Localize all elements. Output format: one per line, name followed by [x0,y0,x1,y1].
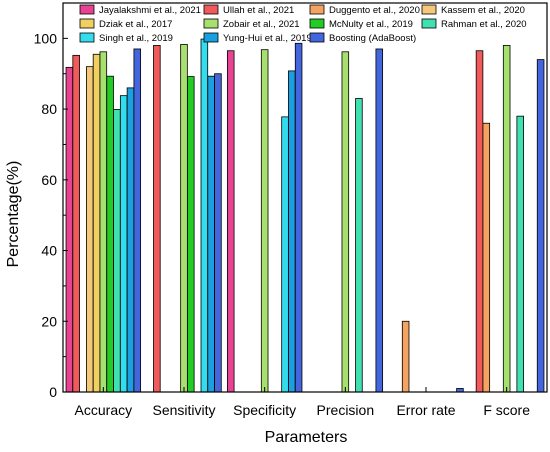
bar [180,43,188,393]
x-tick-label: Accuracy [75,402,133,418]
bar [375,48,384,393]
bar [72,54,80,393]
bar [126,87,135,393]
legend-swatch [79,18,95,29]
legend-label: Jayalakshmi et al., 2021 [99,5,201,16]
legend-label: Boosting (AdaBoost) [329,33,416,44]
bar [86,66,94,393]
bar [536,59,545,393]
ticks-layer: 0 20 40 60 80 100 Accuracy Sensitivity Specifici… [34,30,531,418]
legend-item: Kassem et al., 2020 [421,4,525,16]
axes-layer [62,2,548,393]
legend-label: Dziak et al., 2017 [99,19,172,30]
legend-item: Yung-Hui et al., 2019 [203,32,312,44]
bar [281,116,289,393]
legend-swatch [79,32,95,43]
y-tick-label: 80 [41,101,57,117]
bar [294,42,303,393]
y-tick-label: 100 [34,30,58,46]
bar [200,38,209,393]
x-tick-label: F score [483,402,530,418]
legend-swatch [203,18,219,29]
legend-label: Kassem et al., 2020 [441,5,525,16]
legend: Jayalakshmi et al., 2021 Ullah et al., 20… [79,4,527,44]
legend-item: Zobair et al., 2021 [203,18,300,30]
bar [106,75,114,393]
legend-item: McNulty et al., 2019 [309,18,413,30]
bar [355,98,363,393]
legend-item: Singh et al., 2019 [79,32,173,44]
bar [482,122,491,393]
legend-label: Singh et al., 2019 [99,33,173,44]
legend-swatch [309,32,325,43]
bar [502,45,511,393]
x-tick-label: Error rate [396,402,455,418]
legend-item: Jayalakshmi et al., 2021 [79,4,201,16]
bar [288,70,296,393]
bar [99,51,108,393]
legend-swatch [421,18,437,29]
bar [226,50,235,393]
y-tick-label: 40 [41,243,57,259]
legend-item: Rahman et al., 2020 [421,18,527,30]
x-tick-label: Precision [317,402,375,418]
legend-label: Ullah et al., 2021 [223,5,294,16]
bar [187,76,195,393]
bar [113,109,121,393]
bar [92,53,101,393]
y-tick-label: 20 [41,313,57,329]
legend-item: Boosting (AdaBoost) [309,32,416,44]
bar [65,66,74,393]
legend-label: Duggento et al., 2020 [329,5,420,16]
bars-layer [65,38,545,393]
legend-label: Zobair et al., 2021 [223,19,300,30]
bar [133,48,142,393]
y-tick-label: 0 [49,384,57,400]
bar [341,51,350,393]
bar [153,45,161,393]
y-axis-title: Percentage(%) [5,161,22,268]
x-axis-title: Parameters [265,429,348,446]
bar [475,50,484,393]
legend-label: Rahman et al., 2020 [441,19,527,30]
legend-swatch [421,4,437,15]
legend-swatch [203,32,219,43]
x-tick-label: Specificity [233,402,296,418]
bar [516,115,524,393]
legend-swatch [309,18,325,29]
legend-item: Dziak et al., 2017 [79,18,172,30]
legend-swatch [309,4,325,15]
bar [260,49,269,393]
y-tick-label: 60 [41,172,57,188]
legend-label: Yung-Hui et al., 2019 [223,33,312,44]
legend-item: Duggento et al., 2020 [309,4,420,16]
bar [401,320,410,393]
legend-label: McNulty et al., 2019 [329,19,413,30]
legend-swatch [203,4,219,15]
plot-frame [62,2,548,393]
bar [214,73,222,393]
legend-swatch [79,4,95,15]
bar [207,75,215,393]
bar [119,95,128,393]
x-tick-label: Sensitivity [152,402,215,418]
legend-item: Ullah et al., 2021 [203,4,294,16]
